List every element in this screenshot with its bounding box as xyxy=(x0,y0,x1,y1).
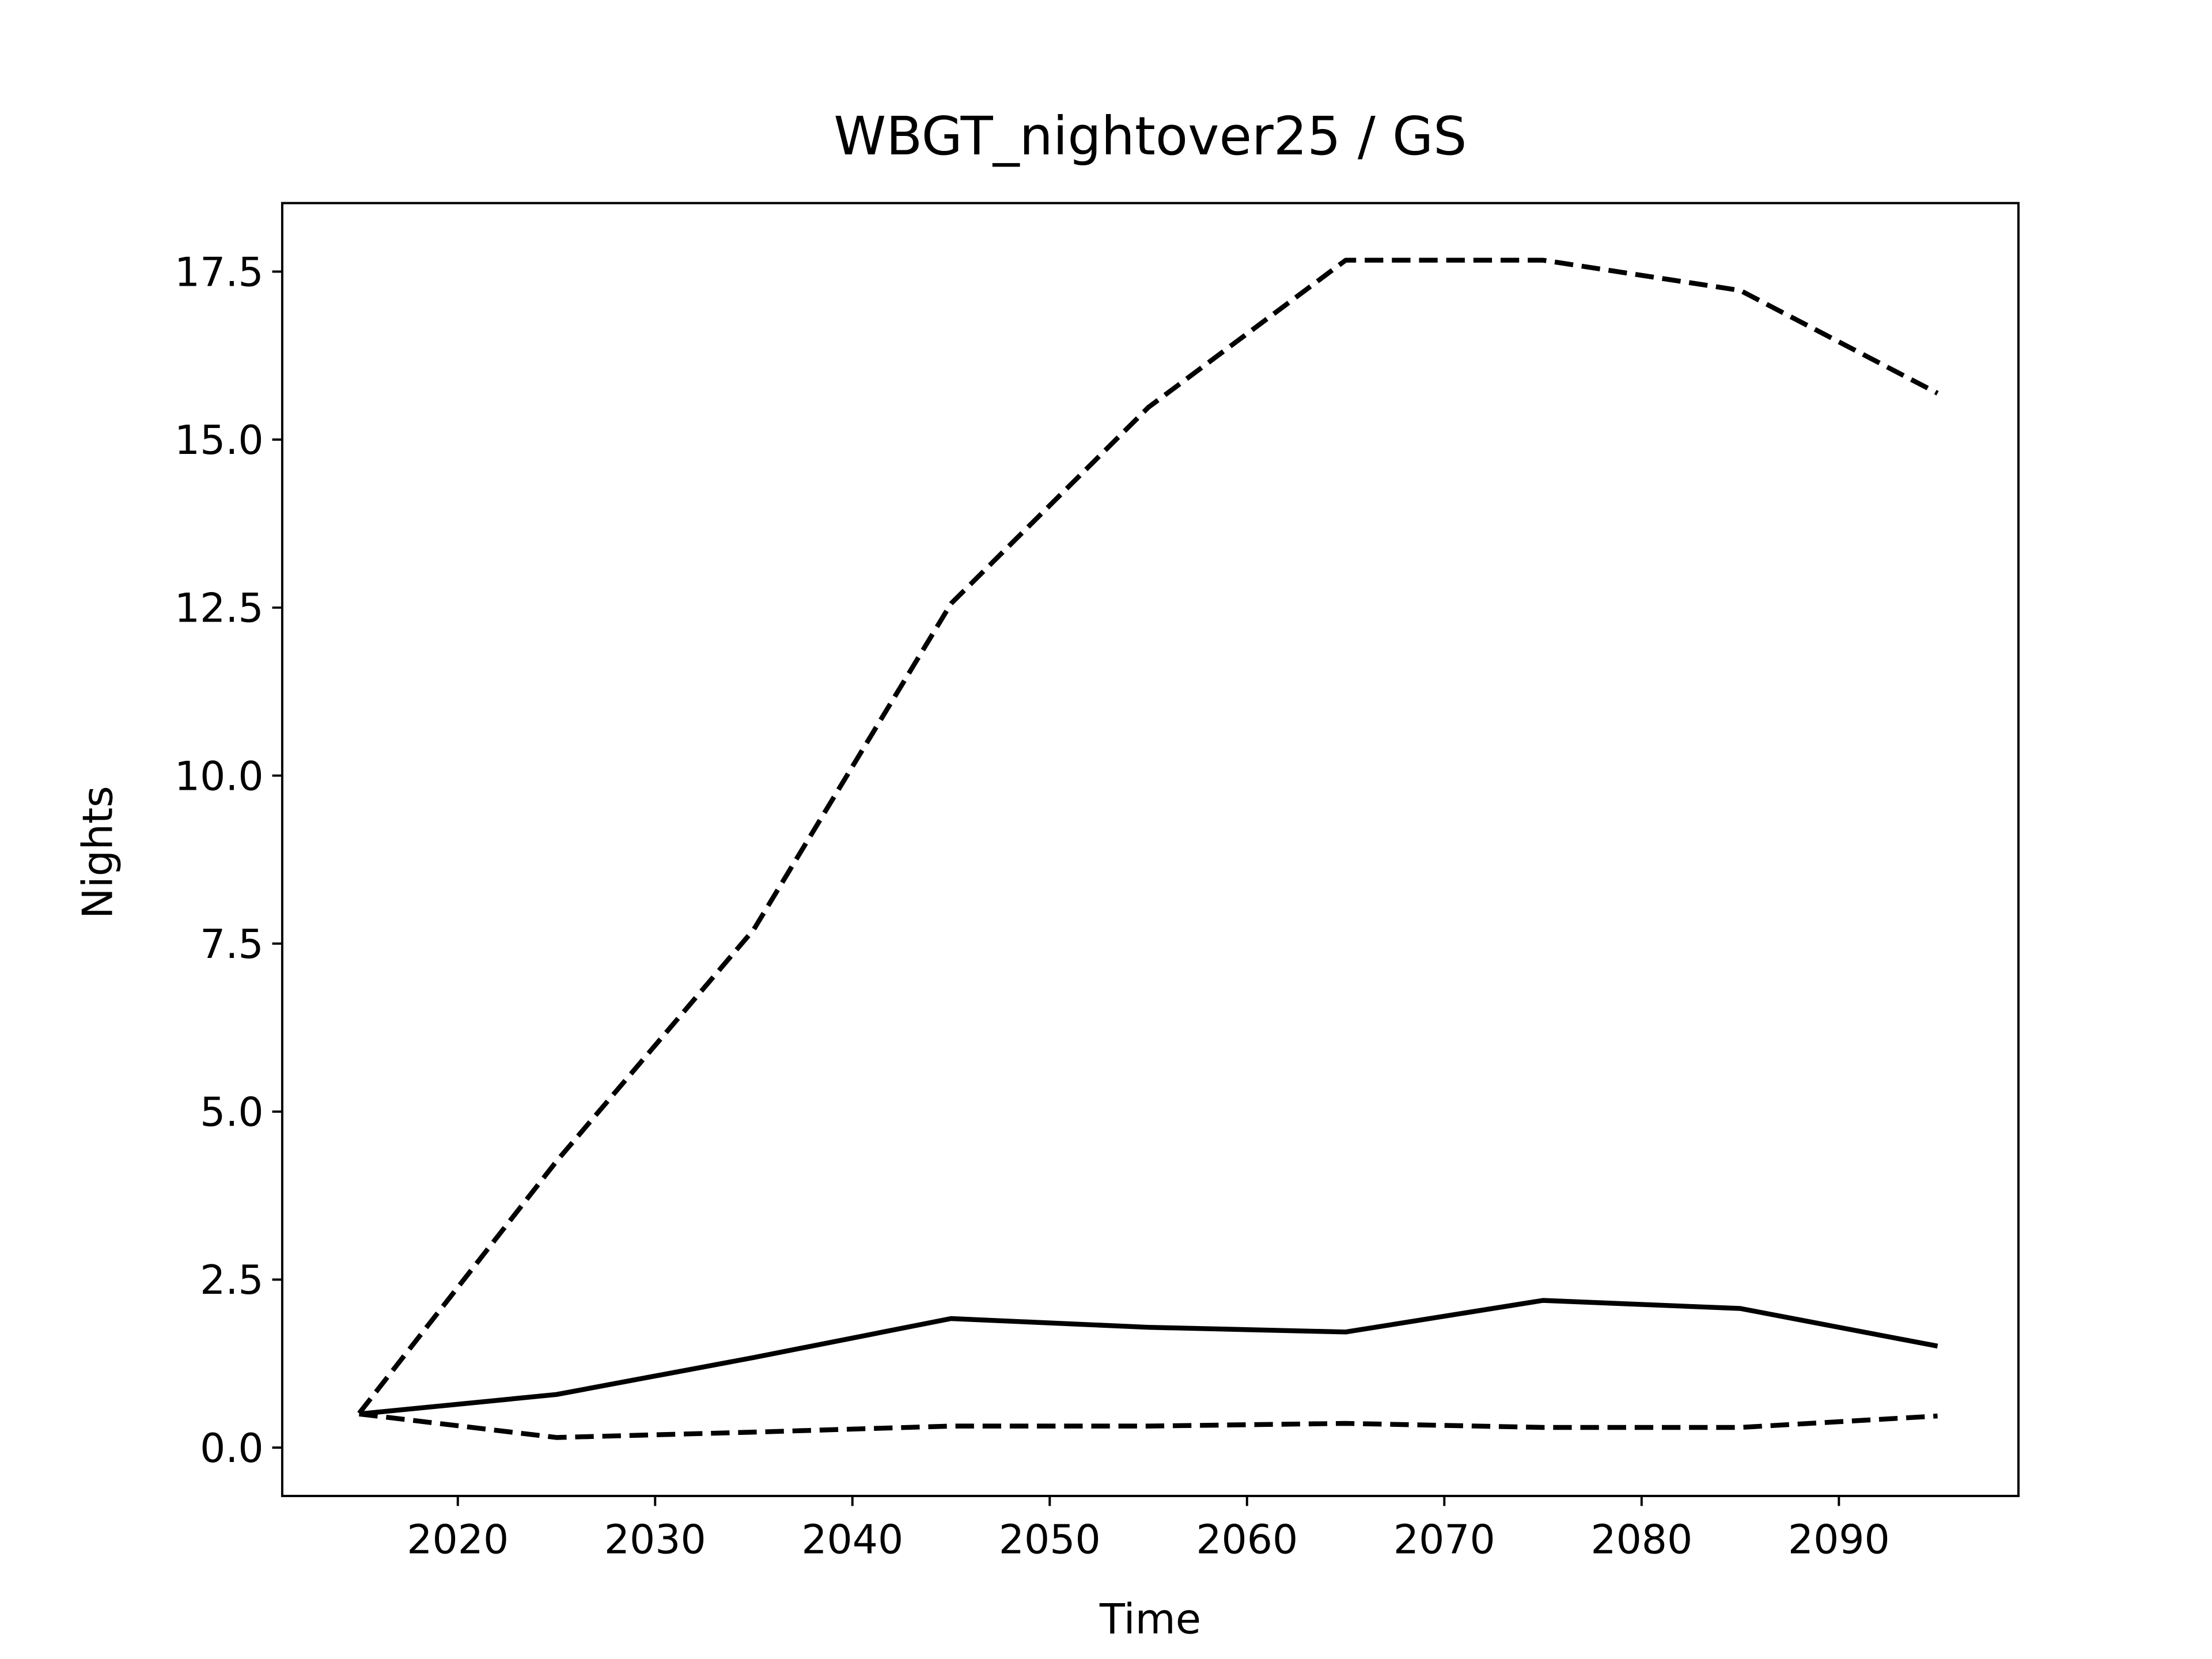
x-tick-label: 2040 xyxy=(801,1516,903,1563)
chart-title: WBGT_nightover25 / GS xyxy=(834,105,1467,167)
x-axis-label: Time xyxy=(1099,1594,1201,1643)
x-tick-label: 2070 xyxy=(1393,1516,1495,1563)
y-tick-label: 10.0 xyxy=(175,753,264,800)
y-tick-label: 5.0 xyxy=(200,1089,264,1136)
plot-frame xyxy=(281,202,2020,1497)
line-series xyxy=(359,1411,1938,1440)
x-tick-label: 2080 xyxy=(1590,1516,1692,1563)
x-tick-label: 2020 xyxy=(407,1516,509,1563)
x-tick-label: 2060 xyxy=(1196,1516,1298,1563)
x-tick-label: 2090 xyxy=(1788,1516,1890,1563)
y-tick-label: 12.5 xyxy=(175,585,264,632)
line-series xyxy=(359,1298,1938,1416)
x-tick-label: 2050 xyxy=(999,1516,1101,1563)
y-tick-label: 2.5 xyxy=(200,1257,264,1304)
x-tick-label: 2030 xyxy=(604,1516,706,1563)
y-tick-label: 17.5 xyxy=(175,249,264,296)
y-tick-label: 0.0 xyxy=(200,1425,264,1472)
y-axis-label: Nights xyxy=(73,786,122,919)
y-tick-label: 7.5 xyxy=(200,921,264,968)
y-tick-label: 15.0 xyxy=(175,417,264,464)
line-series xyxy=(357,257,1939,1415)
